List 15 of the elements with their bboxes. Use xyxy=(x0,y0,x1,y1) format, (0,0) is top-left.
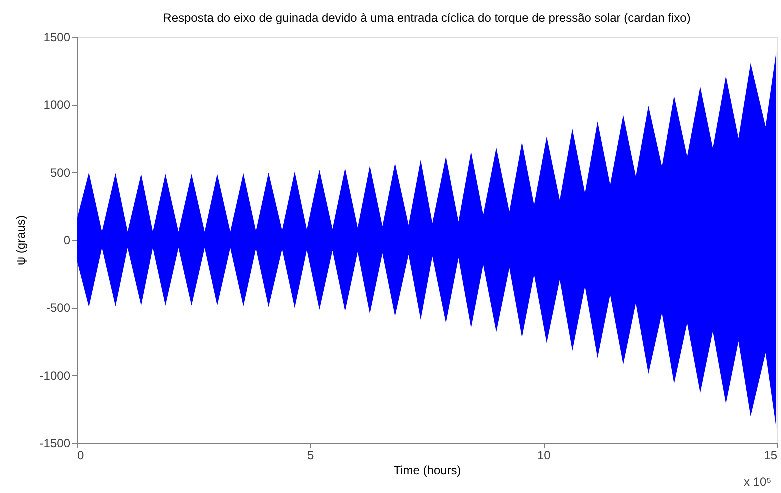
chart-title: Resposta do eixo de guinada devido à uma entrada cíclica do torque de pressão solar (cardan fixo) xyxy=(163,11,691,25)
y-tick-label: 1000 xyxy=(44,98,71,112)
y-tick-label: -500 xyxy=(46,301,71,316)
y-tick-label: -1500 xyxy=(40,436,71,450)
y-tick-label: 500 xyxy=(50,166,71,180)
y-tick-label: -1000 xyxy=(40,368,71,383)
x-axis-title: Time (hours) xyxy=(394,464,462,478)
x-tick-label: 5 xyxy=(307,448,314,462)
x-tick-label: 10 xyxy=(537,448,552,462)
y-tick-label: 1500 xyxy=(44,30,71,44)
x-tick-label: 0 xyxy=(78,448,84,462)
x-tick-label: 15 xyxy=(764,448,778,462)
y-tick-label: 0 xyxy=(64,234,71,248)
y-axis-title: ψ (graus) xyxy=(14,216,28,266)
text: x 10⁵ xyxy=(744,475,772,489)
